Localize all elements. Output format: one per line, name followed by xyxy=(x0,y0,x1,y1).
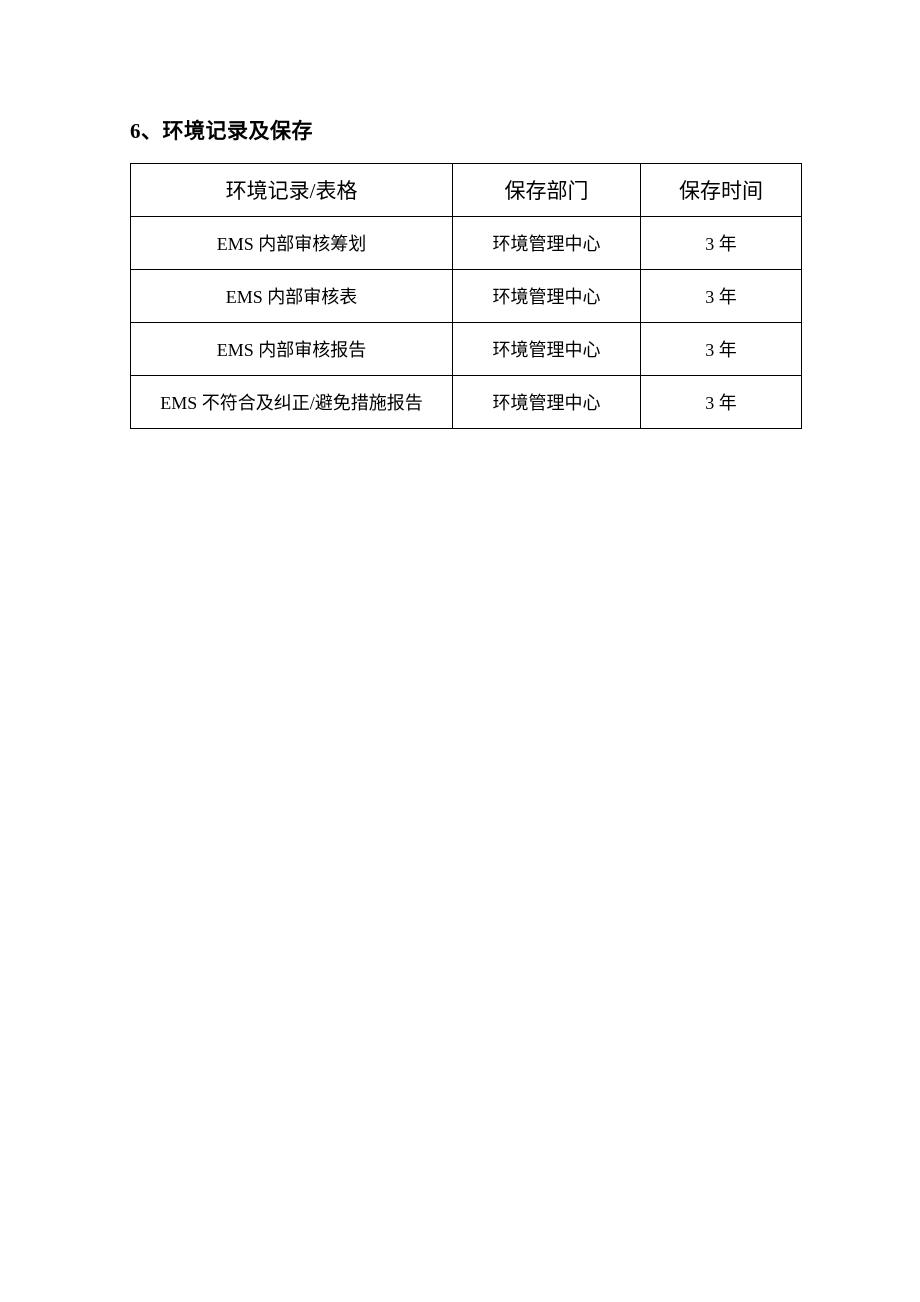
cell-record: EMS 内部审核筹划 xyxy=(131,217,453,270)
cell-record: EMS 内部审核报告 xyxy=(131,323,453,376)
cell-dept: 环境管理中心 xyxy=(453,270,641,323)
cell-time: 3 年 xyxy=(640,270,801,323)
cell-time: 3 年 xyxy=(640,217,801,270)
cell-time: 3 年 xyxy=(640,323,801,376)
cell-record: EMS 不符合及纠正/避免措施报告 xyxy=(131,376,453,429)
table-header-dept: 保存部门 xyxy=(453,164,641,217)
table-header-record: 环境记录/表格 xyxy=(131,164,453,217)
table-row: EMS 内部审核表 环境管理中心 3 年 xyxy=(131,270,802,323)
table-row: EMS 不符合及纠正/避免措施报告 环境管理中心 3 年 xyxy=(131,376,802,429)
cell-time: 3 年 xyxy=(640,376,801,429)
cell-record: EMS 内部审核表 xyxy=(131,270,453,323)
cell-dept: 环境管理中心 xyxy=(453,323,641,376)
table-row: EMS 内部审核报告 环境管理中心 3 年 xyxy=(131,323,802,376)
cell-dept: 环境管理中心 xyxy=(453,217,641,270)
table-header-row: 环境记录/表格 保存部门 保存时间 xyxy=(131,164,802,217)
records-table: 环境记录/表格 保存部门 保存时间 EMS 内部审核筹划 环境管理中心 3 年 … xyxy=(130,163,802,429)
table-row: EMS 内部审核筹划 环境管理中心 3 年 xyxy=(131,217,802,270)
table-header-time: 保存时间 xyxy=(640,164,801,217)
section-heading: 6、环境记录及保存 xyxy=(130,115,802,145)
cell-dept: 环境管理中心 xyxy=(453,376,641,429)
